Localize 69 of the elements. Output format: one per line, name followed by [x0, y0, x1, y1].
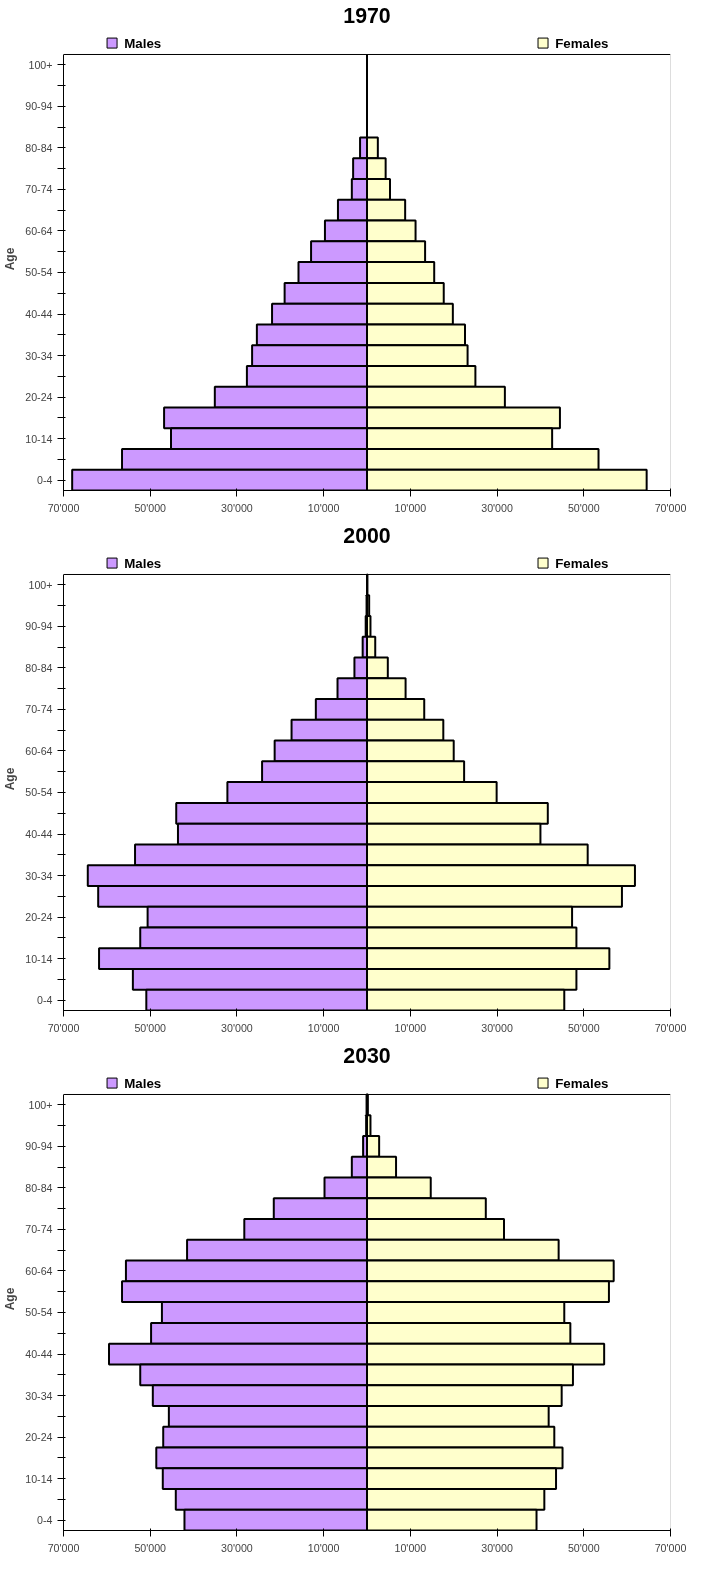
y-tick-label: 30-34 [25, 1389, 53, 1402]
y-tick-label: 20-24 [25, 391, 53, 404]
x-tick-label: 30'000 [481, 501, 513, 514]
y-tick-label: 90-94 [25, 620, 53, 633]
y-tick-label: 50-54 [25, 266, 53, 279]
x-tick-label: 10'000 [307, 501, 340, 514]
x-tick-label: 10'000 [394, 501, 427, 514]
y-axis-title: Age [3, 1287, 18, 1311]
legend-label: Males [124, 555, 162, 571]
y-tick-label: 90-94 [25, 100, 53, 113]
legend-label: Males [124, 35, 162, 51]
chart-title: 2000 [343, 523, 391, 548]
y-tick-label: 30-34 [25, 869, 53, 882]
legend-label: Females [555, 35, 609, 51]
x-tick-label: 70'000 [654, 1021, 687, 1034]
y-tick-label: 40-44 [25, 308, 53, 321]
x-tick-label: 50'000 [134, 501, 167, 514]
x-tick-label: 50'000 [567, 1541, 600, 1554]
y-tick-label: 70-74 [25, 183, 53, 196]
y-tick-label: 70-74 [25, 703, 53, 716]
y-tick-label: 60-64 [25, 224, 53, 237]
x-tick-label: 50'000 [134, 1541, 167, 1554]
x-tick-label: 70'000 [654, 501, 687, 514]
y-tick-label: 100+ [28, 58, 53, 71]
x-tick-label: 30'000 [221, 1021, 253, 1034]
x-tick-label: 50'000 [567, 501, 600, 514]
legend-label: Females [555, 555, 609, 571]
x-tick-label: 10'000 [307, 1541, 340, 1554]
x-tick-label: 10'000 [394, 1541, 427, 1554]
y-tick-label: 0-4 [37, 1514, 53, 1527]
y-axis-title: Age [3, 767, 18, 791]
y-tick-label: 10-14 [25, 952, 53, 965]
y-tick-label: 30-34 [25, 349, 53, 362]
y-tick-label: 100+ [28, 578, 53, 591]
y-tick-label: 20-24 [25, 1431, 53, 1444]
y-tick-label: 60-64 [25, 1264, 53, 1277]
y-tick-label: 0-4 [37, 474, 53, 487]
x-tick-label: 70'000 [47, 1541, 80, 1554]
y-tick-label: 80-84 [25, 1181, 53, 1194]
y-tick-label: 40-44 [25, 828, 53, 841]
y-axis-title: Age [3, 247, 18, 271]
x-tick-label: 10'000 [394, 1021, 427, 1034]
y-tick-label: 40-44 [25, 1348, 53, 1361]
x-tick-label: 10'000 [307, 1021, 340, 1034]
y-tick-label: 10-14 [25, 1472, 53, 1485]
legend-label: Males [124, 1075, 162, 1091]
chart-title: 1970 [343, 3, 391, 28]
x-tick-label: 70'000 [47, 501, 80, 514]
y-tick-label: 70-74 [25, 1223, 53, 1236]
x-tick-label: 30'000 [221, 501, 253, 514]
x-tick-label: 50'000 [134, 1021, 167, 1034]
y-tick-label: 80-84 [25, 661, 53, 674]
y-tick-label: 60-64 [25, 744, 53, 757]
x-tick-label: 30'000 [481, 1021, 513, 1034]
x-tick-label: 30'000 [221, 1541, 253, 1554]
y-tick-label: 50-54 [25, 1306, 53, 1319]
y-tick-label: 50-54 [25, 786, 53, 799]
x-tick-label: 50'000 [567, 1021, 600, 1034]
y-tick-label: 100+ [28, 1098, 53, 1111]
legend-label: Females [555, 1075, 609, 1091]
chart-title: 2030 [343, 1043, 391, 1068]
y-tick-label: 90-94 [25, 1140, 53, 1153]
x-tick-label: 70'000 [47, 1021, 80, 1034]
x-tick-label: 70'000 [654, 1541, 687, 1554]
y-tick-label: 80-84 [25, 141, 53, 154]
y-tick-label: 0-4 [37, 994, 53, 1007]
y-tick-label: 20-24 [25, 911, 53, 924]
y-tick-label: 10-14 [25, 432, 53, 445]
x-tick-label: 30'000 [481, 1541, 513, 1554]
